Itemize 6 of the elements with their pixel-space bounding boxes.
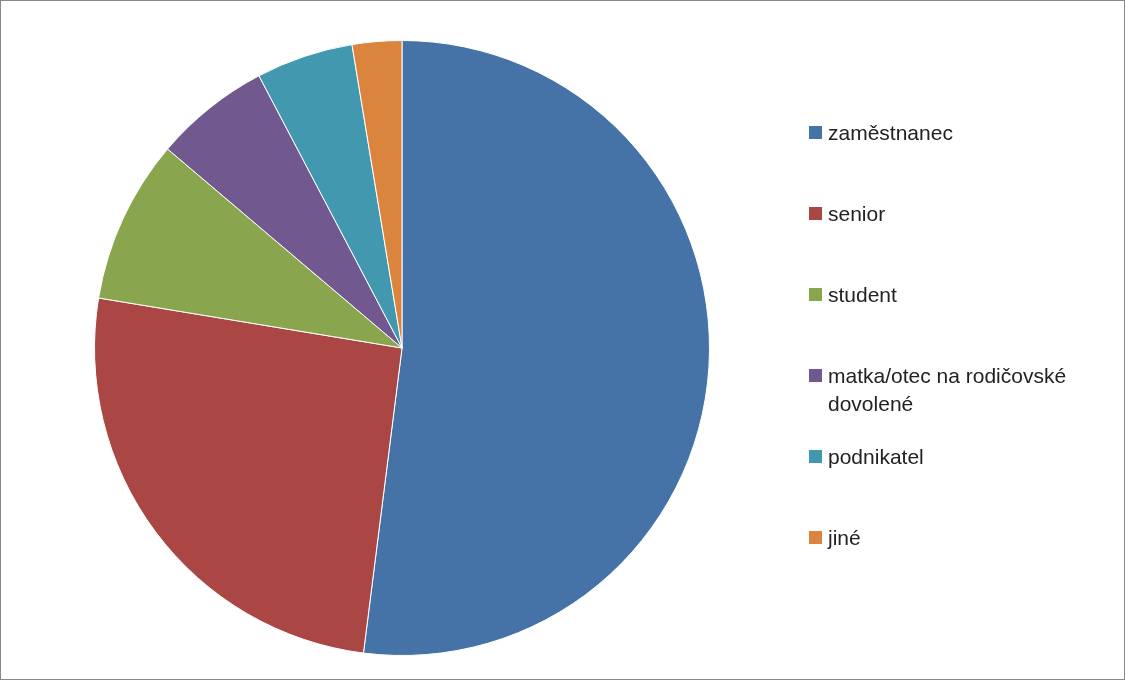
legend-label: podnikatel [828,444,924,470]
legend-label: zaměstnanec [828,120,953,146]
legend-label: matka/otec na rodičovské dovolené [828,363,1068,417]
legend-label: senior [828,201,886,227]
legend-label: jiné [828,525,861,551]
legend-label: student [828,282,897,308]
